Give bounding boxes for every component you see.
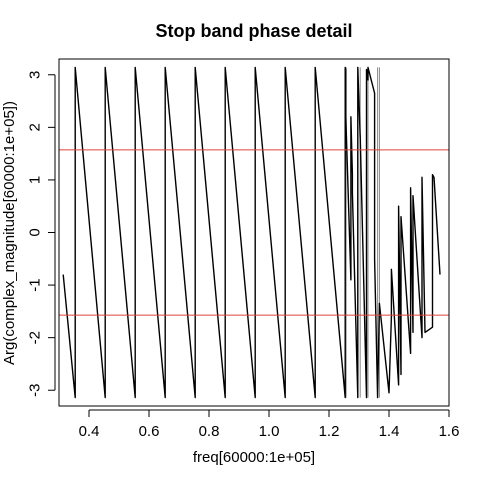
y-axis: -3 -2 -1 0 1 2 3 <box>27 71 56 397</box>
plot-area <box>59 66 449 399</box>
x-tick-label-5: 1.4 <box>379 423 400 440</box>
y-tick-label-6: 3 <box>27 71 44 79</box>
y-axis-label: Arg(complex_magnitude[60000:1e+05]) <box>1 101 18 365</box>
y-tick-label-2: -1 <box>27 278 44 291</box>
y-tick-label-0: -3 <box>27 384 44 397</box>
x-tick-label-3: 1.0 <box>259 423 280 440</box>
chart-title: Stop band phase detail <box>155 21 352 41</box>
x-axis-label: freq[60000:1e+05] <box>193 449 315 466</box>
phase-series-line-0 <box>62 66 441 399</box>
x-tick-label-4: 1.2 <box>319 423 340 440</box>
x-tick-label-2: 0.8 <box>199 423 220 440</box>
y-tick-label-5: 2 <box>27 123 44 131</box>
plot-box <box>58 58 450 407</box>
y-tick-label-4: 1 <box>27 176 44 184</box>
x-tick-label-1: 0.6 <box>139 423 160 440</box>
x-tick-label-0: 0.4 <box>79 423 100 440</box>
x-axis: 0.4 0.6 0.8 1.0 1.2 1.4 1.6 <box>79 409 460 440</box>
y-tick-label-3: 0 <box>27 228 44 236</box>
x-tick-label-6: 1.6 <box>439 423 460 440</box>
y-tick-label-1: -2 <box>27 331 44 344</box>
